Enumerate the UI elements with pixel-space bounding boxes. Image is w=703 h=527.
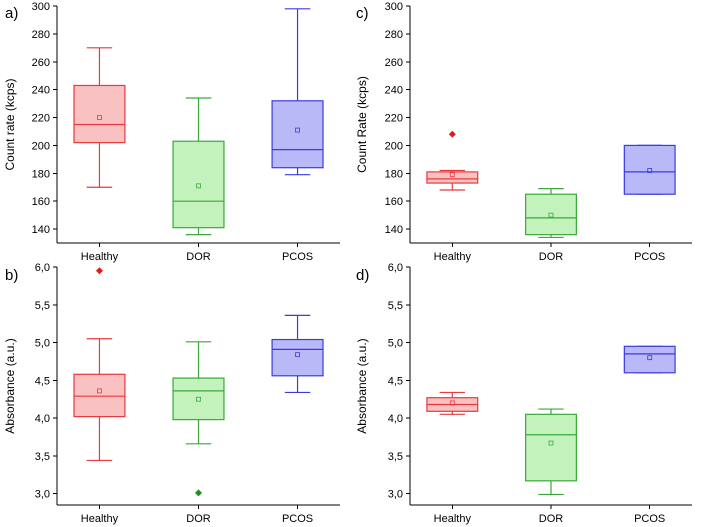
panel-letter: b)	[5, 267, 18, 284]
mean-marker	[196, 396, 201, 402]
y-tick-label: 220	[385, 113, 403, 125]
box-iqr	[623, 345, 676, 374]
panel-letter: c)	[356, 5, 369, 22]
y-tick-label: 6,0	[35, 262, 50, 274]
y-axis-label: Absorbance (a.u.)	[3, 338, 17, 433]
panel-letter: a)	[5, 5, 18, 22]
box-healthy	[73, 267, 126, 462]
box-healthy	[426, 130, 479, 191]
y-tick-label: 240	[385, 85, 403, 97]
box-pcos	[271, 314, 324, 394]
box-dor	[525, 188, 577, 239]
y-tick-label: 3,0	[35, 489, 50, 501]
mean-marker	[295, 127, 300, 133]
mean-marker	[449, 172, 455, 178]
x-tick-label: DOR	[539, 251, 564, 263]
x-tick-label: DOR	[539, 513, 564, 525]
y-tick-label: 140	[385, 224, 403, 236]
x-tick-label: Healthy	[81, 513, 119, 525]
panel-c: c) 140 160 180 200 220 240 260 280 300 Count Rate …	[355, 1, 692, 263]
mean-marker	[647, 168, 653, 173]
box-dor	[172, 97, 225, 236]
y-axis-label: Count Rate (kcps)	[355, 76, 369, 173]
box-healthy	[73, 47, 126, 188]
y-tick-label: 300	[385, 1, 403, 13]
outlier-point	[195, 489, 202, 497]
box-pcos	[623, 345, 676, 374]
x-tick-label: PCOS	[282, 251, 313, 263]
box-dor	[172, 341, 225, 497]
y-tick-label: 220	[32, 113, 50, 125]
box-iqr	[525, 413, 577, 482]
mean-marker	[295, 352, 300, 358]
y-tick-label: 3,5	[35, 451, 50, 463]
panel-letter: d)	[356, 267, 369, 284]
y-tick-label: 4,5	[388, 375, 403, 387]
x-tick-label: PCOS	[634, 513, 665, 525]
y-tick-label: 5,0	[35, 338, 50, 350]
y-tick-label: 5,5	[35, 300, 50, 312]
mean-marker	[97, 388, 102, 394]
y-tick-label: 200	[385, 140, 403, 152]
y-tick-label: 5,0	[388, 338, 403, 350]
x-tick-label: Healthy	[434, 251, 472, 263]
x-tick-label: Healthy	[434, 513, 472, 525]
y-tick-label: 4,0	[388, 413, 403, 425]
outlier-point	[448, 130, 456, 138]
y-tick-label: 160	[385, 196, 403, 208]
y-tick-label: 280	[32, 29, 50, 41]
x-tick-label: PCOS	[634, 251, 665, 263]
y-tick-label: 280	[385, 29, 403, 41]
box-iqr	[426, 171, 479, 184]
x-tick-label: DOR	[186, 251, 211, 263]
y-tick-label: 160	[32, 196, 50, 208]
mean-marker	[647, 355, 653, 361]
mean-marker	[196, 183, 201, 189]
y-tick-label: 6,0	[388, 262, 403, 274]
box-iqr	[73, 84, 126, 144]
x-tick-label: DOR	[186, 513, 211, 525]
y-tick-label: 4,5	[35, 375, 50, 387]
y-tick-label: 5,5	[388, 300, 403, 312]
x-tick-label: PCOS	[282, 513, 313, 525]
x-tick-label: Healthy	[81, 251, 119, 263]
box-pcos	[623, 144, 676, 195]
y-tick-label: 240	[32, 85, 50, 97]
y-tick-label: 140	[32, 224, 50, 236]
mean-marker	[548, 212, 554, 218]
y-tick-label: 180	[385, 168, 403, 180]
box-pcos	[271, 8, 324, 176]
mean-marker	[548, 440, 554, 446]
y-tick-label: 3,5	[388, 451, 403, 463]
panel-b: b) 3,0 3,5 4,0 4,5 5,0 5,5 6,0 Absorbance (a.u.)…	[3, 262, 340, 525]
y-axis-label: Count rate (kcps)	[3, 78, 17, 170]
mean-marker	[449, 400, 455, 406]
y-tick-label: 260	[32, 57, 50, 69]
y-tick-label: 200	[32, 140, 50, 152]
box-healthy	[426, 391, 479, 415]
y-tick-label: 3,0	[388, 489, 403, 501]
box-iqr	[623, 144, 676, 195]
y-tick-label: 4,0	[35, 413, 50, 425]
box-iqr	[73, 373, 126, 418]
y-tick-label: 180	[32, 168, 50, 180]
mean-marker	[97, 115, 102, 120]
y-tick-label: 260	[385, 57, 403, 69]
box-iqr	[172, 140, 225, 229]
panel-d: d) 3,0 3,5 4,0 4,5 5,0 5,5 6,0 Absorbance (a.u.)…	[355, 262, 692, 525]
outlier-point	[95, 267, 103, 275]
box-dor	[525, 408, 577, 496]
box-iqr	[172, 377, 225, 421]
box-iqr	[271, 100, 324, 169]
box-iqr	[271, 338, 324, 377]
box-iqr	[525, 193, 577, 236]
y-tick-label: 300	[32, 1, 50, 13]
panel-a: a) 140 160 180 200 220 240 260 280 300 Count rate …	[3, 1, 340, 263]
y-axis-label: Absorbance (a.u.)	[355, 338, 369, 433]
